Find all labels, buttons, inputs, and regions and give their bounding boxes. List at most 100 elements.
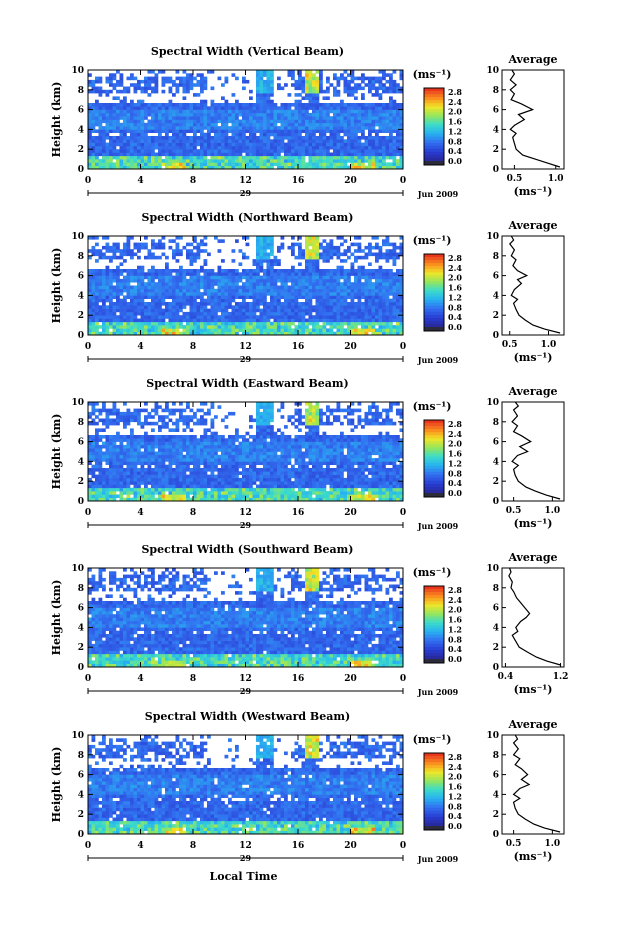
heatmap-cell (343, 282, 348, 286)
heatmap-cell (392, 272, 397, 276)
heatmap-cell (119, 269, 124, 273)
heatmap-cell (210, 129, 215, 133)
heatmap-cell (396, 136, 400, 140)
heatmap-cell (126, 76, 131, 81)
heatmap-cell (340, 142, 344, 147)
heatmap-cell (179, 103, 183, 107)
heatmap-cell (263, 116, 267, 120)
heatmap-cell (319, 155, 323, 160)
heatmap-cell (189, 325, 194, 329)
heatmap-cell (298, 328, 302, 332)
heatmap-cell (144, 321, 148, 326)
heatmap-cell (291, 292, 295, 296)
heatmap-cell (354, 122, 358, 127)
heatmap-cell (144, 494, 148, 498)
heatmap-cell (301, 83, 306, 87)
heatmap-cell (95, 288, 99, 293)
heatmap-cell (200, 487, 204, 492)
heatmap-cell (284, 295, 288, 299)
heatmap-cell (102, 103, 106, 107)
heatmap-cell (382, 142, 386, 147)
heatmap-cell (378, 122, 383, 127)
heatmap-cell (158, 477, 162, 482)
heatmap-cell (308, 484, 313, 489)
heatmap-cell (175, 83, 180, 87)
heatmap-cell (361, 162, 365, 166)
heatmap-cell (210, 149, 215, 153)
heatmap-cell (319, 255, 323, 260)
heatmap-cell (315, 305, 320, 309)
heatmap-cell (147, 325, 152, 329)
heatmap-cell (280, 308, 285, 313)
heatmap-cell (186, 249, 190, 253)
heatmap-cell (263, 487, 267, 492)
heatmap-cell (165, 149, 169, 153)
heatmap-cell (158, 126, 162, 130)
heatmap-cell (389, 162, 393, 166)
heatmap-cell (375, 242, 379, 247)
panel-title: Spectral Width (Eastward Beam) (146, 377, 348, 390)
heatmap-cell (137, 149, 141, 153)
heatmap-cell (102, 295, 106, 299)
heatmap-cell (364, 318, 369, 323)
heatmap-cell (301, 103, 306, 107)
heatmap-cell (319, 331, 323, 336)
heatmap-cell (291, 494, 295, 498)
heatmap-cell (221, 155, 225, 160)
heatmap-cell (242, 288, 246, 293)
heatmap-cell (130, 236, 134, 240)
heatmap-cell (371, 298, 376, 303)
heatmap-cell (231, 308, 236, 313)
heatmap-cell (389, 136, 393, 140)
heatmap-cell (256, 487, 260, 492)
heatmap-cell (179, 152, 183, 157)
heatmap-cell (95, 106, 99, 110)
heatmap-cell (193, 76, 197, 81)
heatmap-cell (357, 152, 362, 157)
heatmap-cell (273, 318, 278, 323)
heatmap-cell (315, 129, 320, 133)
heatmap-cell (242, 311, 246, 316)
heatmap-cell (273, 155, 278, 160)
heatmap-cell (154, 139, 159, 143)
heatmap-cell (228, 152, 232, 157)
heatmap-cell (385, 119, 390, 124)
heatmap-cell (165, 126, 169, 130)
heatmap-cell (154, 302, 159, 306)
heatmap-cell (245, 112, 250, 117)
heatmap-cell (378, 142, 383, 147)
heatmap-cell (102, 321, 106, 326)
heatmap-cell (242, 308, 246, 313)
heatmap-cell (361, 331, 365, 336)
heatmap-cell (214, 288, 218, 293)
heatmap-cell (221, 162, 225, 166)
heatmap-cell (98, 76, 103, 81)
heatmap-cell (319, 129, 323, 133)
heatmap-cell (102, 116, 106, 120)
heatmap-cell (179, 481, 183, 485)
heatmap-cell (98, 152, 103, 157)
heatmap-cell (196, 116, 201, 120)
heatmap-cell (123, 126, 127, 130)
heatmap-cell (119, 328, 124, 332)
heatmap-cell (385, 295, 390, 299)
heatmap-cell (161, 136, 166, 140)
heatmap-cell (389, 484, 393, 489)
heatmap-cell (333, 487, 337, 492)
heatmap-cell (91, 282, 96, 286)
heatmap-cell (119, 325, 124, 329)
heatmap-cell (277, 278, 281, 283)
heatmap-cell (238, 162, 243, 166)
heatmap-cell (151, 288, 155, 293)
heatmap-cell (193, 278, 197, 283)
heatmap-cell (207, 285, 211, 290)
heatmap-cell (112, 142, 117, 147)
heatmap-cell (144, 132, 148, 137)
heatmap-cell (382, 484, 386, 489)
heatmap-cell (347, 278, 351, 283)
heatmap-cell (207, 252, 211, 257)
heatmap-cell (228, 315, 232, 319)
heatmap-cell (161, 236, 166, 240)
heatmap-cell (133, 116, 138, 120)
